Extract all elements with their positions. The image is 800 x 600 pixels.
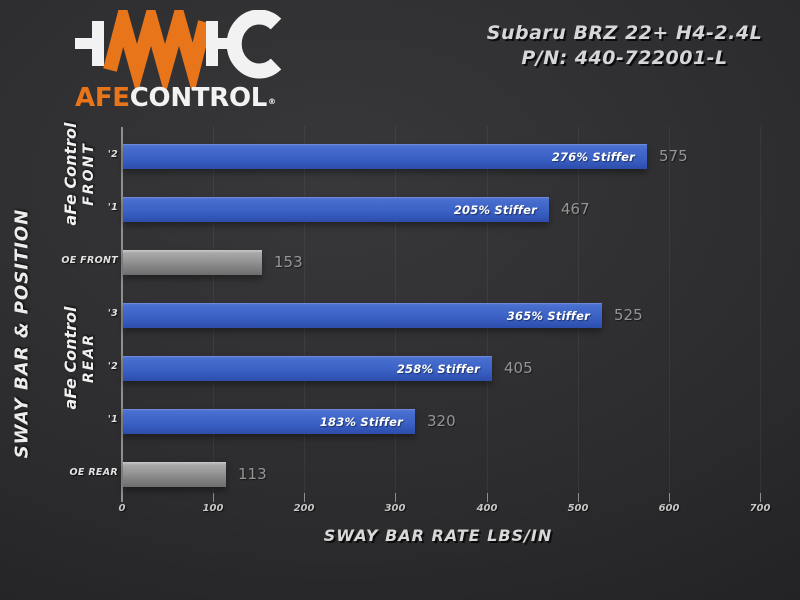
y-tick-label-6: OE REAR	[69, 467, 118, 478]
bar-value-2: 153	[274, 253, 303, 271]
bar-6	[123, 462, 226, 487]
x-tick-label-500: 500	[567, 503, 589, 514]
x-tick-label-200: 200	[293, 503, 315, 514]
y-axis-line	[121, 127, 123, 502]
bar-value-6: 113	[238, 465, 267, 483]
bar-pct-label: 276% Stiffer	[551, 149, 635, 164]
bar-pct-label: 183% Stiffer	[319, 414, 403, 429]
y-tick-label-0: '2	[107, 149, 118, 160]
y-tick-label-5: '1	[107, 414, 118, 425]
bar-value-0: 575	[659, 147, 688, 165]
axis-tick-400	[487, 493, 488, 502]
axis-tick-100	[213, 493, 214, 502]
x-tick-label-300: 300	[384, 503, 406, 514]
bar-value-3: 525	[614, 306, 643, 324]
bar-5: 183% Stiffer	[123, 409, 415, 434]
afe-control-wordmark: AFECONTROL®	[75, 83, 276, 113]
axis-tick-700	[760, 493, 761, 502]
wordmark-control: CONTROL	[129, 83, 268, 113]
bar-2	[123, 250, 262, 275]
bar-0: 276% Stiffer	[123, 144, 647, 169]
gridline-600	[669, 126, 670, 500]
axis-tick-500	[578, 493, 579, 502]
x-axis-label: SWAY BAR RATE LBS/IN	[323, 526, 553, 545]
bar-pct-label: 365% Stiffer	[506, 308, 590, 323]
wordmark-afe: AFE	[75, 83, 130, 113]
bar-pct-label: 205% Stiffer	[453, 202, 537, 217]
title-line2: P/N: 440-722001-L	[521, 47, 728, 69]
x-tick-label-600: 600	[658, 503, 680, 514]
bar-value-1: 467	[561, 200, 590, 218]
axis-tick-300	[395, 493, 396, 502]
x-tick-label-100: 100	[202, 503, 224, 514]
bar-value-5: 320	[427, 412, 456, 430]
bar-4: 258% Stiffer	[123, 356, 492, 381]
x-tick-label-700: 700	[749, 503, 771, 514]
bar-3: 365% Stiffer	[123, 303, 602, 328]
registered-mark: ®	[268, 97, 276, 106]
axis-tick-600	[669, 493, 670, 502]
bar-1: 205% Stiffer	[123, 197, 549, 222]
bar-value-4: 405	[504, 359, 533, 377]
axis-tick-200	[304, 493, 305, 502]
y-tick-label-1: '1	[107, 202, 118, 213]
afe-control-spring-logo-icon	[75, 10, 282, 90]
chart-title: Subaru BRZ 22+ H4-2.4L P/N: 440-722001-L	[442, 21, 800, 71]
y-tick-label-2: OE FRONT	[61, 255, 118, 266]
y-tick-label-4: '2	[107, 361, 118, 372]
x-tick-label-400: 400	[476, 503, 498, 514]
x-tick-label-0: 0	[118, 503, 126, 514]
gridline-700	[760, 126, 761, 500]
bar-pct-label: 258% Stiffer	[396, 361, 480, 376]
title-line1: Subaru BRZ 22+ H4-2.4L	[486, 22, 763, 44]
y-tick-label-3: '3	[107, 308, 118, 319]
